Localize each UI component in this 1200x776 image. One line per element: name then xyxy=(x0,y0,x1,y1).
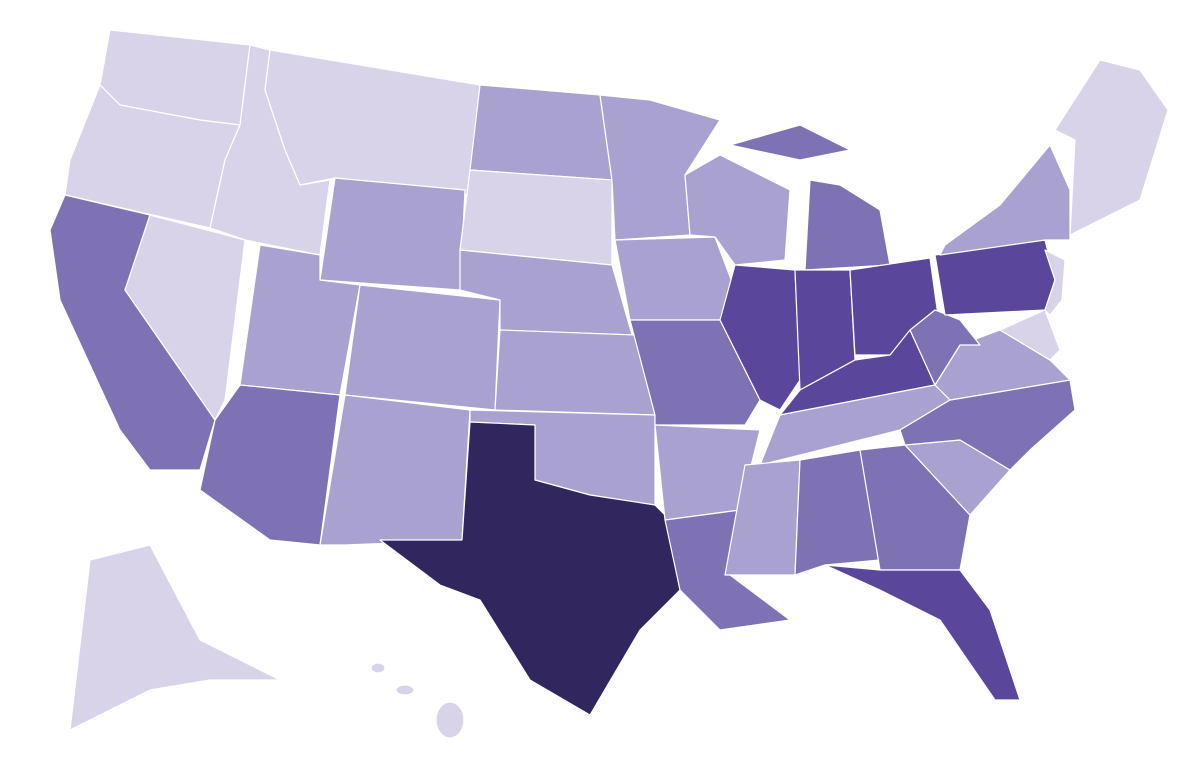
state xyxy=(459,169,613,266)
state xyxy=(794,449,881,576)
state xyxy=(729,124,851,161)
state xyxy=(124,214,246,421)
state xyxy=(804,179,891,271)
state xyxy=(859,444,971,571)
state xyxy=(469,84,613,181)
state xyxy=(999,309,1061,361)
state xyxy=(614,236,736,321)
state xyxy=(824,564,1021,701)
state xyxy=(909,309,981,386)
states xyxy=(49,29,1169,739)
state xyxy=(494,329,656,416)
state xyxy=(724,459,801,576)
state xyxy=(69,544,281,731)
state xyxy=(1044,249,1066,316)
state xyxy=(684,154,791,266)
state xyxy=(264,49,481,196)
state xyxy=(319,177,466,291)
state xyxy=(370,662,386,674)
state xyxy=(1054,59,1169,236)
state xyxy=(344,284,501,411)
state xyxy=(379,421,681,716)
state xyxy=(319,394,471,546)
state xyxy=(199,384,341,546)
state xyxy=(939,144,1071,256)
state xyxy=(435,701,465,739)
state xyxy=(395,684,415,696)
